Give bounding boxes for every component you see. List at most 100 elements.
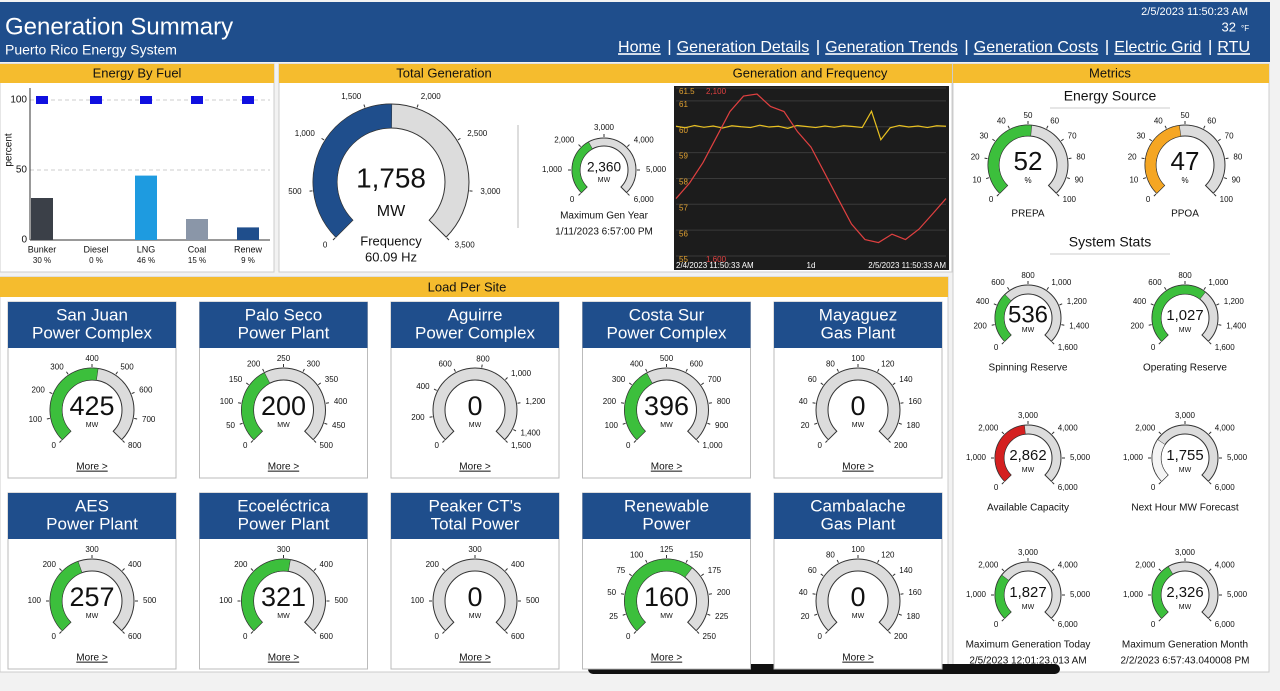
gauge-tick-label: 80	[826, 360, 835, 369]
gauge-tick-label: 5,000	[1070, 590, 1091, 599]
gauge-tick-label: 2,000	[978, 560, 999, 569]
y-tick-label: 59	[679, 152, 688, 161]
gauge-tick	[1051, 341, 1055, 345]
nav-link[interactable]: Electric Grid	[1114, 39, 1201, 56]
site-title: AES	[75, 496, 109, 515]
gauge-tick-label: 5,000	[1227, 590, 1248, 599]
site-title: Power	[642, 514, 691, 533]
gauge-value	[994, 574, 1012, 619]
panel-title: Load Per Site	[428, 279, 507, 294]
x-tick-label: Coal	[188, 244, 207, 254]
nav-link[interactable]: RTU	[1217, 39, 1250, 56]
more-link[interactable]: More >	[651, 653, 683, 664]
gauge-tick-label: 200	[894, 632, 908, 641]
gauge-tick	[1218, 324, 1222, 326]
gauge-tick-label: 225	[715, 612, 729, 621]
more-link[interactable]: More >	[842, 653, 874, 664]
more-link[interactable]: More >	[76, 462, 108, 473]
gauge-tick	[1158, 431, 1162, 435]
gauge-tick-label: 1,400	[1069, 321, 1090, 330]
more-link[interactable]: More >	[459, 653, 491, 664]
gauge-tick	[313, 631, 317, 634]
gauge-value-label: 0	[850, 582, 865, 612]
gauge-tick-label: 3,000	[1175, 411, 1196, 420]
gauge-tick	[250, 631, 254, 634]
section-title: System Stats	[1069, 234, 1151, 250]
gauge-tick-label: 500	[320, 441, 334, 450]
gauge-tick	[1007, 286, 1010, 291]
gauge-tick-label: 700	[708, 375, 722, 384]
site-title: Power Plant	[238, 514, 330, 533]
gauge-tick-label: 180	[907, 612, 921, 621]
gauge-tick-label: 600	[991, 278, 1005, 287]
gauge-tick	[1158, 568, 1162, 572]
gauge-tick-label: 2,000	[554, 135, 575, 144]
more-link[interactable]: More >	[268, 653, 300, 664]
gauge-value-label: 0	[467, 391, 482, 421]
target-marker	[242, 96, 254, 104]
gauge-unit: MW	[1179, 467, 1192, 474]
nav-link[interactable]: Generation Costs	[974, 39, 1099, 56]
gauge-tick	[685, 559, 688, 563]
x-tick-label: 2/4/2023 11:50:33 AM	[676, 261, 754, 270]
gauge-tick-label: 1,000	[966, 590, 987, 599]
gauge-tick-label: 0	[626, 632, 631, 641]
site-title: Mayaguez	[819, 305, 897, 324]
more-link[interactable]: More >	[842, 462, 874, 473]
gauge-tick	[814, 422, 818, 425]
x-tick-label: LNG	[137, 244, 156, 254]
gauge-tick	[505, 440, 508, 443]
gauge-value	[624, 558, 693, 632]
site-header	[8, 302, 176, 348]
gauge-tick-label: 100	[220, 397, 234, 406]
gauge-tick-label: 1,000	[1051, 278, 1072, 287]
gauge-tick	[1158, 618, 1162, 622]
gauge-caption: PPOA	[1171, 209, 1199, 220]
more-link[interactable]: More >	[268, 462, 300, 473]
more-link[interactable]: More >	[459, 462, 491, 473]
gauge-tick-label: 0	[994, 620, 999, 629]
gauge-tick	[122, 440, 125, 443]
gauge-value-label: 1,027	[1166, 308, 1203, 324]
nav-link[interactable]: Home	[618, 39, 661, 56]
gauge-tick-label: 400	[320, 560, 334, 569]
gauge-tick-label: 0	[570, 195, 575, 204]
gauge-unit: %	[1024, 176, 1031, 185]
more-link[interactable]: More >	[651, 462, 683, 473]
temperature-unit: °F	[1241, 24, 1249, 33]
gauge-tick-label: 0	[817, 632, 822, 641]
gauge-tick	[985, 177, 990, 180]
bar	[135, 175, 157, 240]
gauge-tick-label: 300	[612, 375, 626, 384]
gauge-tick	[457, 137, 461, 141]
nav-separator	[1209, 40, 1211, 55]
gauge-tick	[1208, 568, 1212, 572]
gauge-tick	[1001, 618, 1005, 622]
gauge-tick	[446, 237, 450, 241]
gauge-tick	[1001, 341, 1005, 345]
gauge-tick-label: 200	[973, 321, 987, 330]
gauge-tick	[1216, 303, 1220, 306]
site-header	[582, 493, 751, 539]
more-link[interactable]: More >	[76, 653, 108, 664]
gauge-tick	[820, 382, 824, 386]
gauge-tick-label: 200	[234, 560, 248, 569]
nav-link[interactable]: Generation Trends	[825, 39, 958, 56]
gauge-tick	[245, 382, 250, 386]
gauge-value-label: 257	[69, 582, 114, 612]
gauge-tick	[993, 303, 997, 306]
gauge-tick-label: 800	[1178, 271, 1192, 280]
gauge-tick	[1208, 481, 1212, 485]
gauge-tick	[825, 440, 828, 443]
site-header	[199, 493, 368, 539]
x-tick-label: Bunker	[28, 244, 57, 254]
gauge-tick-label: 100	[219, 596, 233, 605]
gauge-tick-label: 30	[1136, 131, 1145, 140]
gauge-tick	[622, 422, 626, 425]
gauge-value	[1151, 566, 1174, 619]
nav-link[interactable]: Generation Details	[677, 39, 810, 56]
gauge-value	[49, 561, 83, 632]
gauge-tick-label: 400	[1133, 297, 1147, 306]
gauge-date: 1/11/2023 6:57:00 PM	[555, 227, 653, 238]
gauge-value-label: 536	[1008, 301, 1048, 328]
